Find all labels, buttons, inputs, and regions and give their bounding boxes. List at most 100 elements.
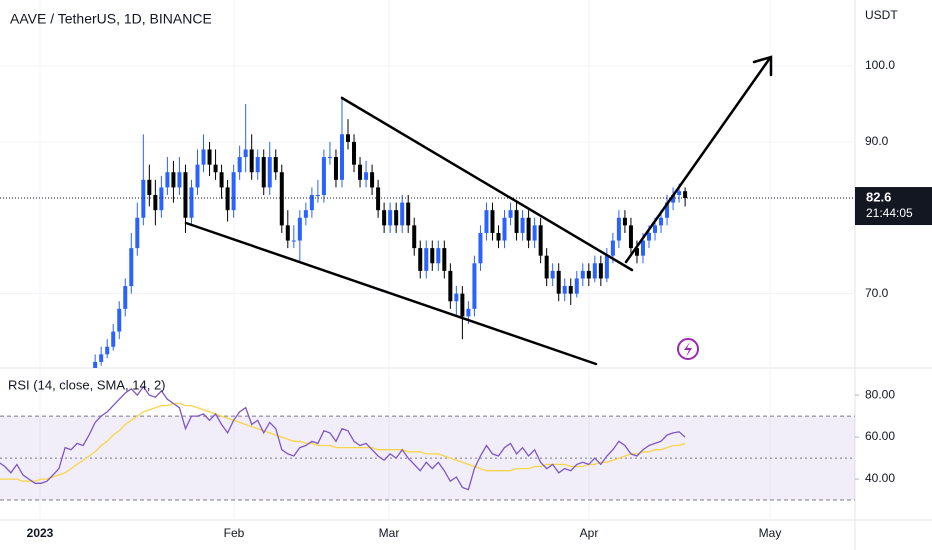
candle-body — [598, 263, 603, 279]
candle-body — [315, 195, 320, 197]
candle-body — [291, 240, 296, 242]
candle-body — [412, 225, 417, 249]
candle-body — [352, 141, 357, 165]
countdown-label: 21:44:05 — [866, 206, 913, 220]
candle-body — [538, 225, 543, 256]
candle-body — [364, 172, 369, 180]
candle-body — [117, 308, 122, 332]
candle-body — [183, 172, 188, 218]
candle-body — [472, 263, 477, 309]
candle-body — [580, 270, 585, 279]
candle-body — [502, 217, 507, 241]
candle-body — [153, 195, 158, 211]
alert-icon[interactable] — [677, 338, 699, 360]
candle-body — [520, 217, 525, 233]
candle-body — [388, 210, 393, 226]
candle-body — [406, 202, 411, 226]
candle-body — [129, 248, 134, 287]
candle-body — [424, 248, 429, 271]
candle-body — [634, 248, 639, 256]
candle-body — [677, 191, 682, 196]
candle-body — [653, 225, 658, 233]
candle-body — [105, 346, 110, 355]
candle-body — [460, 293, 465, 317]
candle-body — [562, 286, 567, 294]
y-tick-label: 70.0 — [865, 286, 889, 300]
candle-body — [574, 278, 579, 294]
candle-body — [141, 179, 146, 218]
candle-body — [321, 157, 326, 196]
candle-body — [273, 157, 278, 173]
x-tick-label: 2023 — [27, 526, 54, 540]
drawings — [184, 55, 773, 366]
candle-body — [93, 361, 98, 368]
chart-title: AAVE / TetherUS, 1D, BINANCE — [10, 11, 212, 27]
candle-body — [249, 149, 254, 173]
x-tick-label: Feb — [224, 526, 245, 540]
candle-body — [111, 331, 116, 347]
candle-body — [171, 172, 176, 188]
x-tick-label: Apr — [580, 526, 599, 540]
candle-body — [496, 232, 501, 241]
candle-body — [219, 172, 224, 188]
trend-line — [340, 96, 634, 272]
candle-body — [303, 210, 308, 218]
candle-body — [394, 210, 399, 226]
rsi-band — [0, 416, 855, 501]
candle-body — [671, 195, 676, 203]
candle-body — [370, 172, 375, 188]
trend-line — [184, 221, 598, 366]
candle-body — [189, 187, 194, 218]
candle-body — [376, 187, 381, 211]
candle-body — [261, 157, 266, 188]
candle-body — [309, 195, 314, 211]
y-tick-label: 90.0 — [865, 134, 889, 148]
candle-body — [333, 157, 338, 180]
arrow-head — [752, 55, 773, 77]
candle-body — [339, 134, 344, 180]
candle-body — [604, 255, 609, 279]
candle-body — [99, 354, 104, 362]
candle-body — [616, 217, 621, 241]
candle-body — [297, 217, 302, 241]
candle-body — [478, 232, 483, 264]
candle-body — [436, 248, 441, 264]
candle-body — [484, 210, 489, 233]
candle-body — [556, 270, 561, 294]
candle-body — [544, 255, 549, 279]
candle-body — [526, 217, 531, 241]
candle-body — [346, 134, 350, 142]
x-tick-label: May — [759, 526, 782, 540]
last-price-box — [855, 187, 932, 226]
candle-body — [508, 210, 513, 218]
candle-body — [592, 263, 597, 279]
candle-body — [225, 187, 230, 211]
rsi-line — [0, 385, 686, 491]
candle-body — [628, 225, 633, 249]
candle-body — [147, 179, 152, 196]
rsi-title: RSI (14, close, SMA, 14, 2) — [8, 377, 166, 392]
candle-body — [165, 172, 170, 188]
rsi-tick-label: 40.00 — [865, 471, 895, 485]
candle-body — [400, 202, 405, 226]
candle-body — [159, 187, 164, 211]
candle-body — [231, 172, 236, 211]
candle-body — [622, 217, 627, 226]
candle-body — [683, 191, 688, 199]
candle-body — [418, 248, 423, 271]
candle-body — [267, 157, 272, 188]
candle-body — [201, 149, 206, 165]
candle-body — [327, 157, 332, 159]
plot — [0, 0, 855, 520]
candle-body — [640, 240, 645, 256]
candle-body — [243, 149, 248, 158]
candle-body — [586, 270, 591, 279]
candle-body — [195, 164, 200, 188]
rsi-tick-label: 60.00 — [865, 429, 895, 443]
y-tick-label: 100.0 — [865, 58, 895, 72]
rsi-line — [0, 402, 686, 482]
alert-bolt — [684, 342, 692, 357]
candle-body — [279, 172, 284, 226]
rsi-lines — [0, 385, 686, 491]
